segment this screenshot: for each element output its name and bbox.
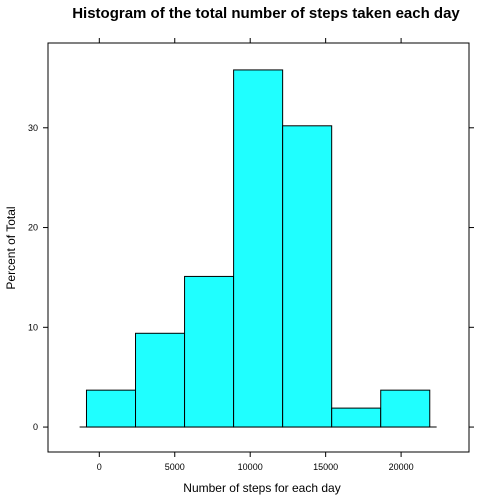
y-axis-ticks: 0 10 20 30	[28, 123, 474, 432]
histogram-bar	[331, 407, 382, 428]
y-tick-label: 0	[33, 422, 38, 432]
y-tick-label: 20	[28, 223, 38, 233]
histogram-bar	[85, 389, 137, 428]
histogram-bar	[380, 389, 431, 428]
bars-group	[85, 69, 431, 428]
x-tick-label: 10000	[238, 462, 263, 472]
x-tick-label: 0	[97, 462, 102, 472]
x-axis-label: Number of steps for each day	[183, 481, 340, 495]
chart-title: Histogram of the total number of steps t…	[72, 5, 460, 22]
histogram-bar	[233, 69, 284, 428]
y-tick-label: 10	[28, 322, 38, 332]
x-axis-ticks: 0 5000 10000 15000 20000	[97, 38, 414, 472]
histogram-bar	[135, 332, 186, 428]
y-axis-label: Percent of Total	[4, 206, 18, 289]
x-tick-label: 20000	[389, 462, 414, 472]
x-tick-label: 5000	[165, 462, 185, 472]
plot-frame	[47, 42, 470, 453]
y-tick-label: 30	[28, 123, 38, 133]
histogram-bar	[184, 275, 235, 428]
x-tick-label: 15000	[313, 462, 338, 472]
histogram-bar	[282, 125, 333, 428]
